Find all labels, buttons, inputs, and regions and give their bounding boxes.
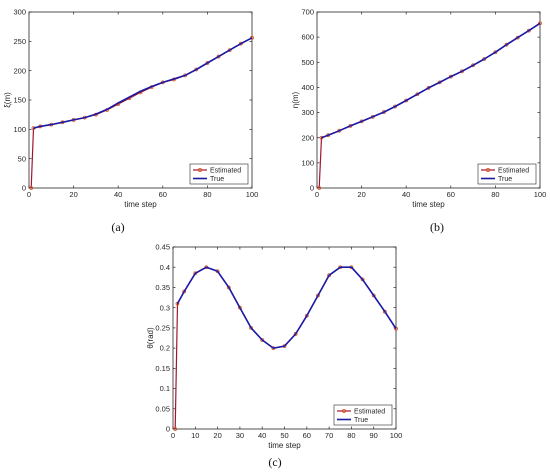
chart-c-series-estimated-point bbox=[173, 427, 178, 431]
chart-c-x-axis-label: time step bbox=[268, 441, 301, 450]
chart-c-y-tick-label: 0.3 bbox=[160, 303, 170, 312]
chart-b-series-estimated-line bbox=[318, 22, 541, 189]
chart-c-x-tick-label: 10 bbox=[191, 431, 199, 440]
chart-c-series-estimated-point bbox=[260, 338, 265, 342]
chart-a-y-tick-label: 250 bbox=[13, 37, 26, 46]
chart-b-legend: Estimated True bbox=[477, 163, 537, 185]
chart-a-x-tick-label: 0 bbox=[27, 190, 31, 199]
chart-c-x-tick-label: 60 bbox=[303, 431, 311, 440]
chart-b-y-tick-label: 100 bbox=[301, 158, 314, 167]
chart-b-y-tick-label: 0 bbox=[310, 184, 314, 193]
chart-b-y-tick-label: 400 bbox=[301, 83, 314, 92]
chart-b-legend-marker-estimated bbox=[485, 167, 490, 172]
chart-c-x-tick-label: 50 bbox=[280, 431, 288, 440]
chart-c-y-axis-label: θ(rad) bbox=[146, 327, 155, 349]
chart-a-x-axis-label: time step bbox=[124, 200, 157, 209]
chart-c-y-tick-label: 0.2 bbox=[160, 344, 170, 353]
chart-a-series-true-line bbox=[33, 37, 253, 129]
chart-a-legend-label-true: True bbox=[210, 176, 224, 183]
chart-c-y-tick-label: 0.4 bbox=[160, 263, 170, 272]
chart-b-x-tick-label: 40 bbox=[402, 190, 410, 199]
chart-c-x-tick-label: 20 bbox=[213, 431, 221, 440]
chart-c-y-tick-label: 0 bbox=[166, 425, 170, 434]
chart-b-y-axis-label: η(m) bbox=[291, 91, 300, 108]
chart-c-y-tick-label: 0.35 bbox=[155, 283, 170, 292]
chart-b-legend-label-estimated: Estimated bbox=[498, 167, 529, 174]
chart-c-x-tick-label: 100 bbox=[390, 431, 403, 440]
chart-b-x-tick-label: 80 bbox=[491, 190, 499, 199]
chart-a-y-tick-label: 50 bbox=[18, 154, 26, 163]
chart-a-x-tick-label: 40 bbox=[114, 190, 122, 199]
chart-c-y-tick-label: 0.45 bbox=[155, 243, 170, 252]
chart-a-y-tick-label: 150 bbox=[13, 96, 26, 105]
chart-c-legend-label-true: True bbox=[354, 417, 368, 424]
chart-c-series-estimated-point bbox=[382, 309, 387, 314]
chart-b-y-tick-label: 700 bbox=[301, 8, 314, 17]
chart-c-series-estimated-point bbox=[394, 326, 398, 331]
chart-c-x-tick-label: 0 bbox=[171, 431, 175, 440]
chart-b-series-estimated-point bbox=[504, 42, 509, 47]
panel-label-b: (b) bbox=[430, 220, 444, 234]
chart-b-x-tick-label: 20 bbox=[357, 190, 365, 199]
chart-a: 0 20 40 60 80 100 0 50 100 150 200 250 300 time step ξ… bbox=[3, 8, 258, 209]
chart-b-x-tick-label: 100 bbox=[534, 190, 547, 199]
chart-a-legend: Estimated True bbox=[189, 163, 249, 185]
chart-c-x-tick-label: 30 bbox=[236, 431, 244, 440]
chart-c-y-tick-label: 0.1 bbox=[160, 384, 170, 393]
chart-b-y-tick-label: 600 bbox=[301, 33, 314, 42]
chart-c: 0 10 20 30 40 50 60 70 80 90 100 0 0.05 0.1 0.15 0.2 0.2… bbox=[146, 243, 402, 450]
chart-c-series-true-line bbox=[176, 266, 397, 349]
chart-b-y-tick-label: 300 bbox=[301, 108, 314, 117]
panel-label-a: (a) bbox=[111, 220, 124, 234]
chart-c-x-tick-label: 70 bbox=[325, 431, 333, 440]
chart-b-series-estimated-point bbox=[317, 186, 322, 190]
chart-c-x-tick-label: 90 bbox=[370, 431, 378, 440]
chart-c-legend: Estimated True bbox=[333, 404, 393, 426]
chart-a-x-tick-label: 20 bbox=[69, 190, 77, 199]
chart-a-x-tick-label: 80 bbox=[203, 190, 211, 199]
chart-b-series-estimated-point bbox=[538, 21, 542, 26]
chart-b-y-tick-label: 200 bbox=[301, 133, 314, 142]
chart-b-x-tick-label: 60 bbox=[447, 190, 455, 199]
chart-a-y-tick-label: 300 bbox=[13, 8, 26, 17]
chart-c-legend-label-estimated: Estimated bbox=[354, 408, 385, 415]
chart-b-x-axis-label: time step bbox=[412, 200, 445, 209]
chart-b-y-tick-label: 500 bbox=[301, 58, 314, 67]
chart-a-series-estimated-point bbox=[29, 186, 34, 190]
chart-a-legend-marker-estimated bbox=[197, 167, 202, 172]
chart-a-y-tick-label: 0 bbox=[22, 184, 26, 193]
chart-a-y-axis-label: ξ(m) bbox=[3, 92, 12, 108]
chart-c-y-tick-label: 0.15 bbox=[155, 364, 170, 373]
chart-c-x-tick-label: 40 bbox=[258, 431, 266, 440]
chart-a-y-tick-label: 200 bbox=[13, 66, 26, 75]
chart-a-axes-box bbox=[28, 11, 253, 189]
chart-b-legend-label-true: True bbox=[498, 176, 512, 183]
chart-a-y-tick-label: 100 bbox=[13, 125, 26, 134]
chart-c-legend-marker-estimated bbox=[341, 408, 346, 413]
chart-a-legend-label-estimated: Estimated bbox=[210, 167, 241, 174]
chart-a-x-tick-label: 60 bbox=[159, 190, 167, 199]
chart-c-x-tick-label: 80 bbox=[347, 431, 355, 440]
chart-b-series-true-line bbox=[321, 22, 541, 139]
chart-c-y-tick-label: 0.25 bbox=[155, 323, 170, 332]
chart-a-x-tick-label: 100 bbox=[246, 190, 259, 199]
chart-c-axes-box bbox=[172, 246, 397, 430]
chart-c-series-estimated-point bbox=[371, 293, 376, 298]
chart-b: 0 20 40 60 80 100 0 100 200 300 400 500 600 700 time s… bbox=[291, 8, 546, 209]
chart-b-series-estimated-point bbox=[526, 28, 531, 33]
panel-label-c: (c) bbox=[268, 455, 281, 469]
chart-b-x-tick-label: 0 bbox=[315, 190, 319, 199]
chart-b-axes-box bbox=[316, 11, 541, 189]
chart-c-y-tick-label: 0.05 bbox=[155, 404, 170, 413]
